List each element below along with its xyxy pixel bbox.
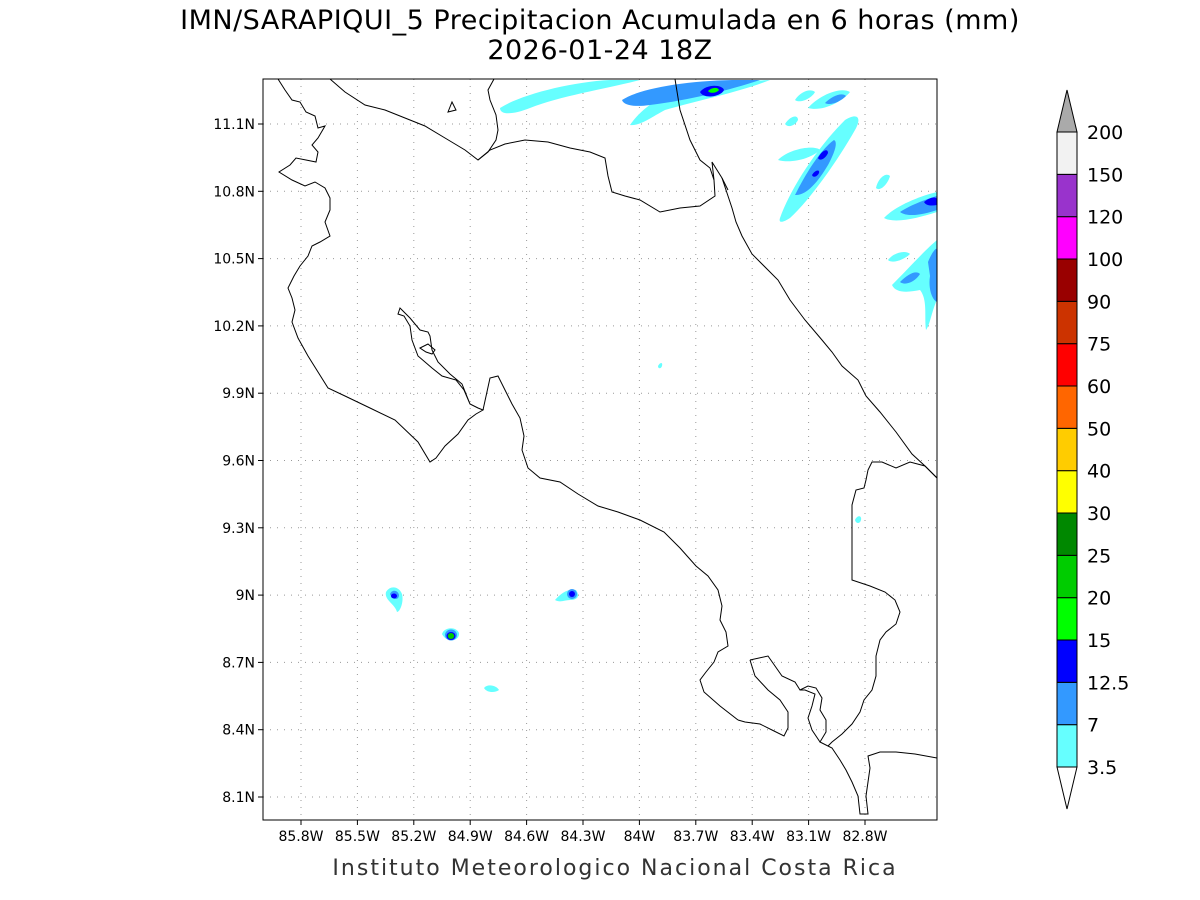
colorbar-swatch [1056,173,1078,218]
colorbar-swatch [1056,681,1078,726]
lon-tick-label: 83.4W [730,829,775,845]
colorbar-label: 75 [1087,334,1111,356]
lon-tick-label: 85.5W [335,829,380,845]
precip-area [778,147,820,162]
precip-area [569,591,575,597]
colorbar-swatch [1056,724,1078,768]
coastlines-and-borders [277,79,937,815]
lon-tick-label: 82.8W [842,829,887,845]
colorbar-swatch [1056,216,1078,260]
gridlines [263,79,937,820]
lat-tick-label: 8.7N [222,655,255,671]
lat-tick-label: 10.8N [213,184,255,200]
colorbar-label: 50 [1087,418,1111,440]
precip-area [785,116,798,127]
lon-tick-label: 84.6W [504,829,549,845]
colorbar-label: 12.5 [1087,672,1129,694]
lon-tick-label: 83.7W [673,829,718,845]
lon-tick-label: 84W [624,829,656,845]
colorbar-swatch [1056,300,1078,345]
precip-area [630,80,770,126]
precip-area [928,248,937,302]
colorbar-swatch [1056,597,1078,641]
precip-area [658,363,663,369]
precip-area [924,197,937,206]
precip-area [708,87,719,93]
lat-tick-label: 8.4N [222,723,255,739]
colorbar-swatch [1056,427,1078,472]
lon-axis-labels: 85.8W 85.5W 85.2W 84.9W 84.6W 84.3W 84W 83.7W 83… [278,820,888,845]
lat-tick-label: 10.5N [213,252,255,268]
precip-area [447,633,455,639]
border [827,461,937,747]
lat-tick-label: 9N [236,588,255,604]
coastline [482,375,739,721]
colorbar-label: 20 [1087,588,1111,610]
border [477,139,729,213]
coastline [737,659,789,737]
colorbar-swatch [1056,512,1078,556]
precip-area [825,94,846,105]
coastline [277,79,485,463]
lon-tick-label: 83.1W [786,829,831,845]
lon-tick-label: 85.8W [278,829,323,845]
coastline [749,655,937,815]
colorbar-swatch [1056,343,1078,387]
colorbar-label: 150 [1087,164,1123,186]
precip-area [892,240,937,330]
colorbar-label: 200 [1087,122,1123,144]
colorbar-label: 90 [1087,291,1111,313]
precip-area [391,593,397,599]
lat-tick-label: 11.1N [213,117,255,133]
lat-tick-label: 8.1N [222,790,255,806]
plot-frame [262,78,938,821]
colorbar-swatch [1056,385,1078,429]
lat-tick-label: 9.3N [222,521,255,537]
precip-area [622,80,760,106]
precip-area [812,170,820,177]
lat-tick-label: 9.6N [222,454,255,470]
lon-tick-label: 84.3W [560,829,605,845]
island [419,343,436,355]
coastline [329,79,499,161]
colorbar: 3.5 7 12.5 15 20 25 30 40 50 60 75 90 100 120 150 200 [1056,89,1129,810]
lon-tick-label: 85.2W [391,829,436,845]
colorbar-swatch [1056,470,1078,514]
lon-tick-label: 84.9W [448,829,493,845]
map-subtitle: 2026-01-24 18Z [487,35,713,66]
island [447,100,457,113]
precip-area [818,150,828,160]
lat-axis-labels: 11.1N 10.8N 10.5N 10.2N 9.9N 9.6N 9.3N 9N 8.7N 8.… [213,117,263,806]
precip-area [500,80,640,114]
colorbar-swatch [1056,258,1078,302]
precip-area [888,252,910,262]
coastline [800,689,821,743]
precipitation-field [385,80,937,693]
colorbar-under-arrow [1056,766,1078,810]
coastline [674,79,937,479]
colorbar-label: 60 [1087,376,1111,398]
colorbar-swatch [1056,131,1078,175]
colorbar-label: 100 [1087,249,1123,271]
colorbar-label: 7 [1087,715,1099,737]
lat-tick-label: 9.9N [222,386,255,402]
precip-area [900,272,920,284]
colorbar-label: 15 [1087,630,1111,652]
footer-credit: Instituto Meteorologico Nacional Costa R… [332,856,898,881]
map-title: IMN/SARAPIQUI_5 Precipitacion Acumulada … [180,5,1020,36]
colorbar-label: 120 [1087,207,1123,229]
precip-area [876,174,890,190]
colorbar-over-arrow [1056,89,1078,133]
precip-area [855,516,862,523]
lat-tick-label: 10.2N [213,319,255,335]
colorbar-swatch [1056,639,1078,683]
precip-area [484,685,499,693]
colorbar-label: 25 [1087,545,1111,567]
colorbar-label: 40 [1087,461,1111,483]
precip-area [795,90,815,102]
colorbar-label: 3.5 [1087,757,1117,779]
colorbar-label: 30 [1087,503,1111,525]
colorbar-swatch [1056,554,1078,599]
